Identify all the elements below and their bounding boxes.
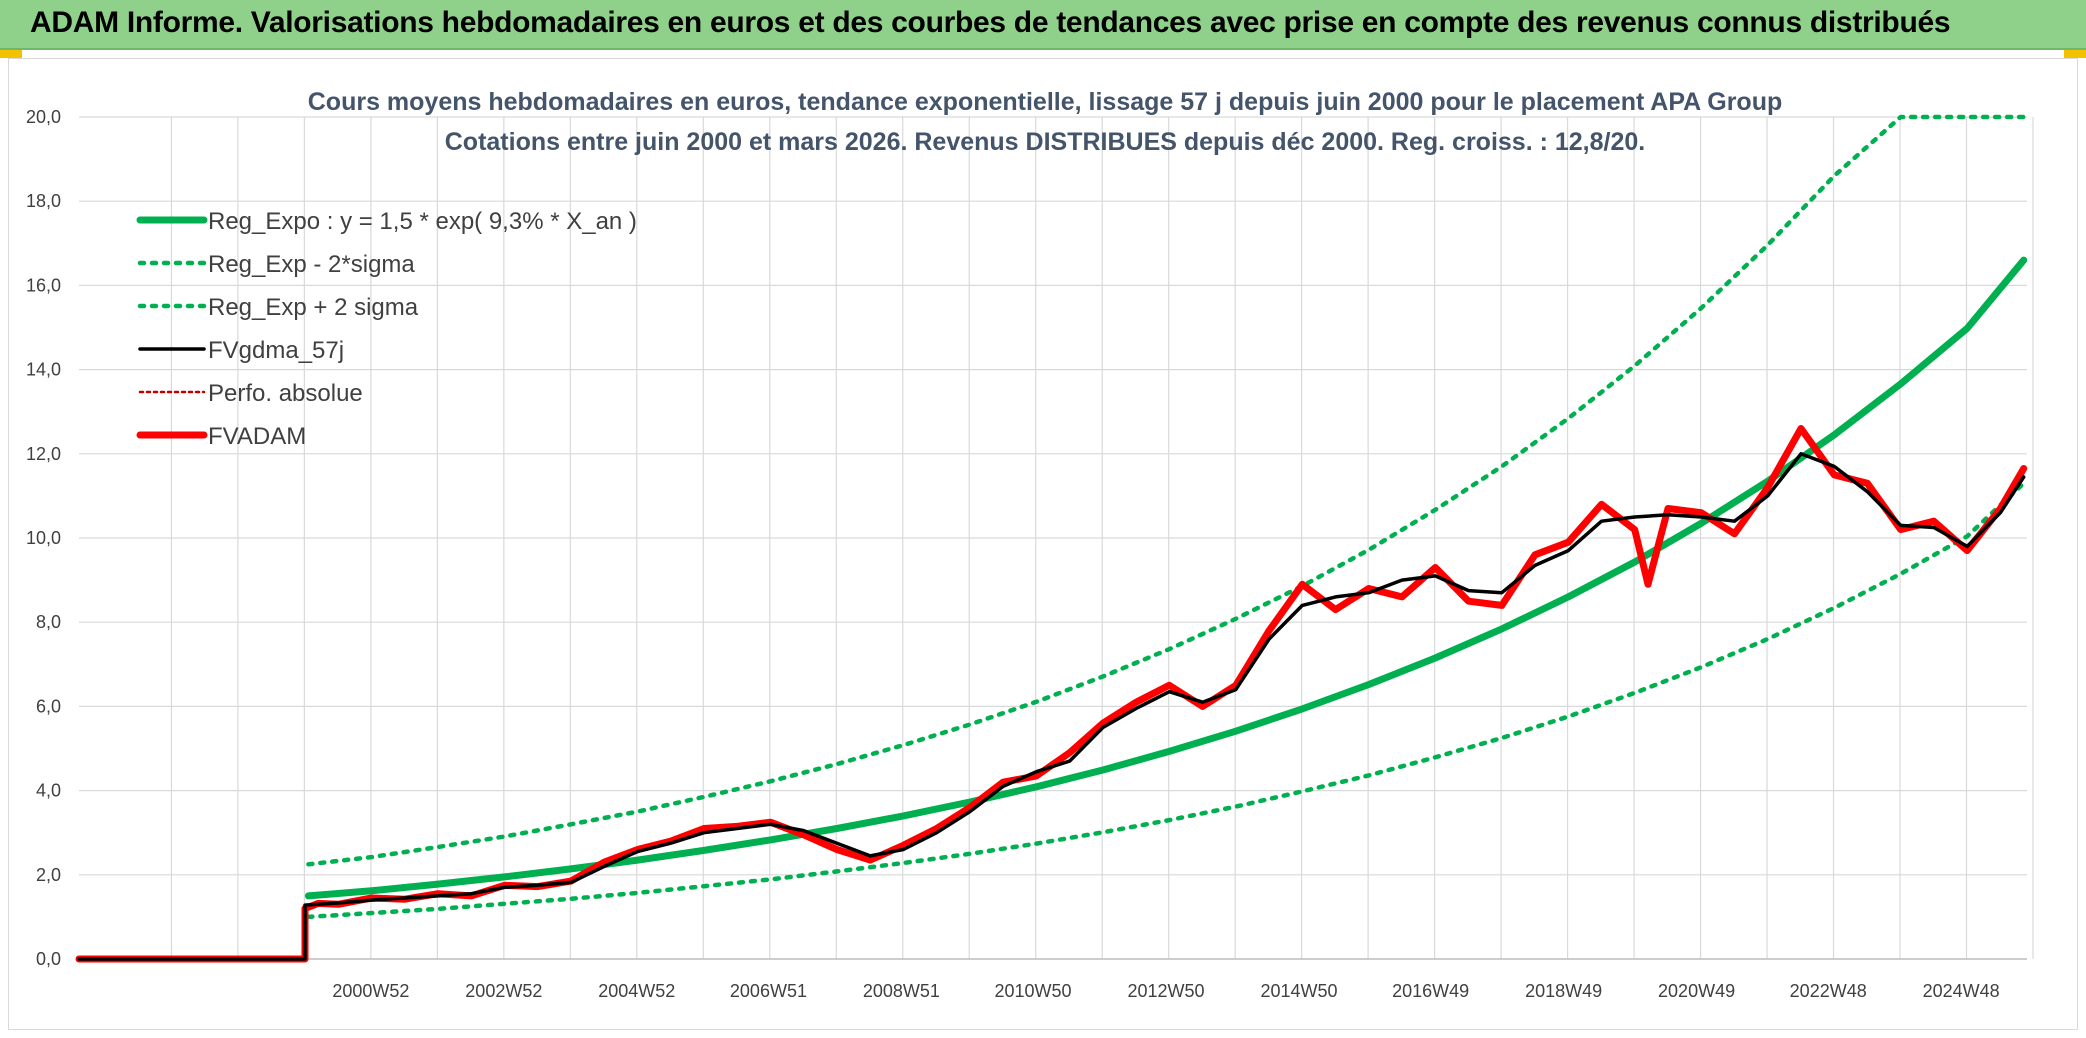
y-tick-label: 0,0	[36, 949, 61, 969]
x-tick-label: 2014W50	[1260, 981, 1337, 1001]
y-tick-label: 10,0	[26, 528, 61, 548]
x-tick-label: 2002W52	[465, 981, 542, 1001]
corner-accent-left	[0, 50, 22, 58]
y-tick-label: 12,0	[26, 444, 61, 464]
y-tick-label: 8,0	[36, 612, 61, 632]
legend-label: FVADAM	[208, 423, 306, 450]
series-line-1	[306, 481, 2026, 920]
x-tick-label: 2018W49	[1525, 981, 1602, 1001]
x-tick-label: 2022W48	[1790, 981, 1867, 1001]
series-line-0	[304, 256, 2028, 900]
legend-label: Reg_Exp + 2 sigma	[208, 294, 419, 321]
legend-label: Perfo. absolue	[208, 380, 363, 407]
series-line-2	[306, 114, 2026, 867]
report-banner: ADAM Informe. Valorisations hebdomadaire…	[0, 0, 2086, 50]
x-tick-label: 2010W50	[995, 981, 1072, 1001]
y-tick-label: 2,0	[36, 865, 61, 885]
chart-frame	[8, 58, 2078, 1030]
legend-label: Reg_Expo : y = 1,5 * exp( 9,3% * X_an )	[208, 208, 637, 235]
y-tick-label: 14,0	[26, 360, 61, 380]
y-tick-label: 20,0	[26, 107, 61, 127]
x-tick-label: 2012W50	[1127, 981, 1204, 1001]
series-line-3	[77, 452, 2026, 961]
report-title: ADAM Informe. Valorisations hebdomadaire…	[30, 6, 1951, 39]
y-tick-label: 18,0	[26, 191, 61, 211]
legend-label: FVgdma_57j	[208, 337, 344, 364]
x-tick-label: 2024W48	[1923, 981, 2000, 1001]
chart-title-line: Cours moyens hebdomadaires en euros, ten…	[308, 88, 1783, 116]
x-tick-label: 2006W51	[730, 981, 807, 1001]
y-tick-label: 6,0	[36, 696, 61, 716]
x-tick-label: 2016W49	[1392, 981, 1469, 1001]
x-tick-label: 2000W52	[332, 981, 409, 1001]
legend-label: Reg_Exp - 2*sigma	[208, 251, 415, 278]
corner-accent-right	[2064, 50, 2086, 58]
chart-title-line: Cotations entre juin 2000 et mars 2026. …	[445, 128, 1645, 156]
y-tick-label: 4,0	[36, 781, 61, 801]
x-tick-label: 2004W52	[598, 981, 675, 1001]
x-tick-label: 2008W51	[863, 981, 940, 1001]
y-tick-label: 16,0	[26, 275, 61, 295]
x-tick-label: 2020W49	[1658, 981, 1735, 1001]
